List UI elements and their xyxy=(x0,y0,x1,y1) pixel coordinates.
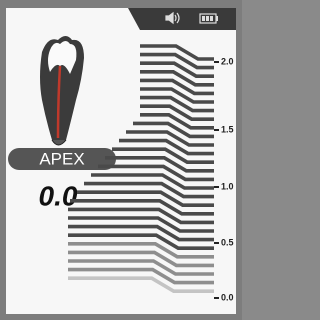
device-screen: APEX 0.0 2.0 1.5 1.0 0.5 0.0 xyxy=(0,0,242,320)
scale-label: 2.0 xyxy=(221,56,234,66)
scale-label: 0.0 xyxy=(221,292,234,302)
status-bar xyxy=(128,8,236,30)
scale-label: 1.0 xyxy=(221,181,234,191)
page: APEX 0.0 2.01.51.00.50.0 (() => { const … xyxy=(0,0,242,320)
reading: 0.0 xyxy=(39,180,78,211)
apex-label: APEX xyxy=(39,149,84,168)
scale-label: 0.5 xyxy=(221,237,234,247)
scale-label: 1.5 xyxy=(221,124,234,134)
